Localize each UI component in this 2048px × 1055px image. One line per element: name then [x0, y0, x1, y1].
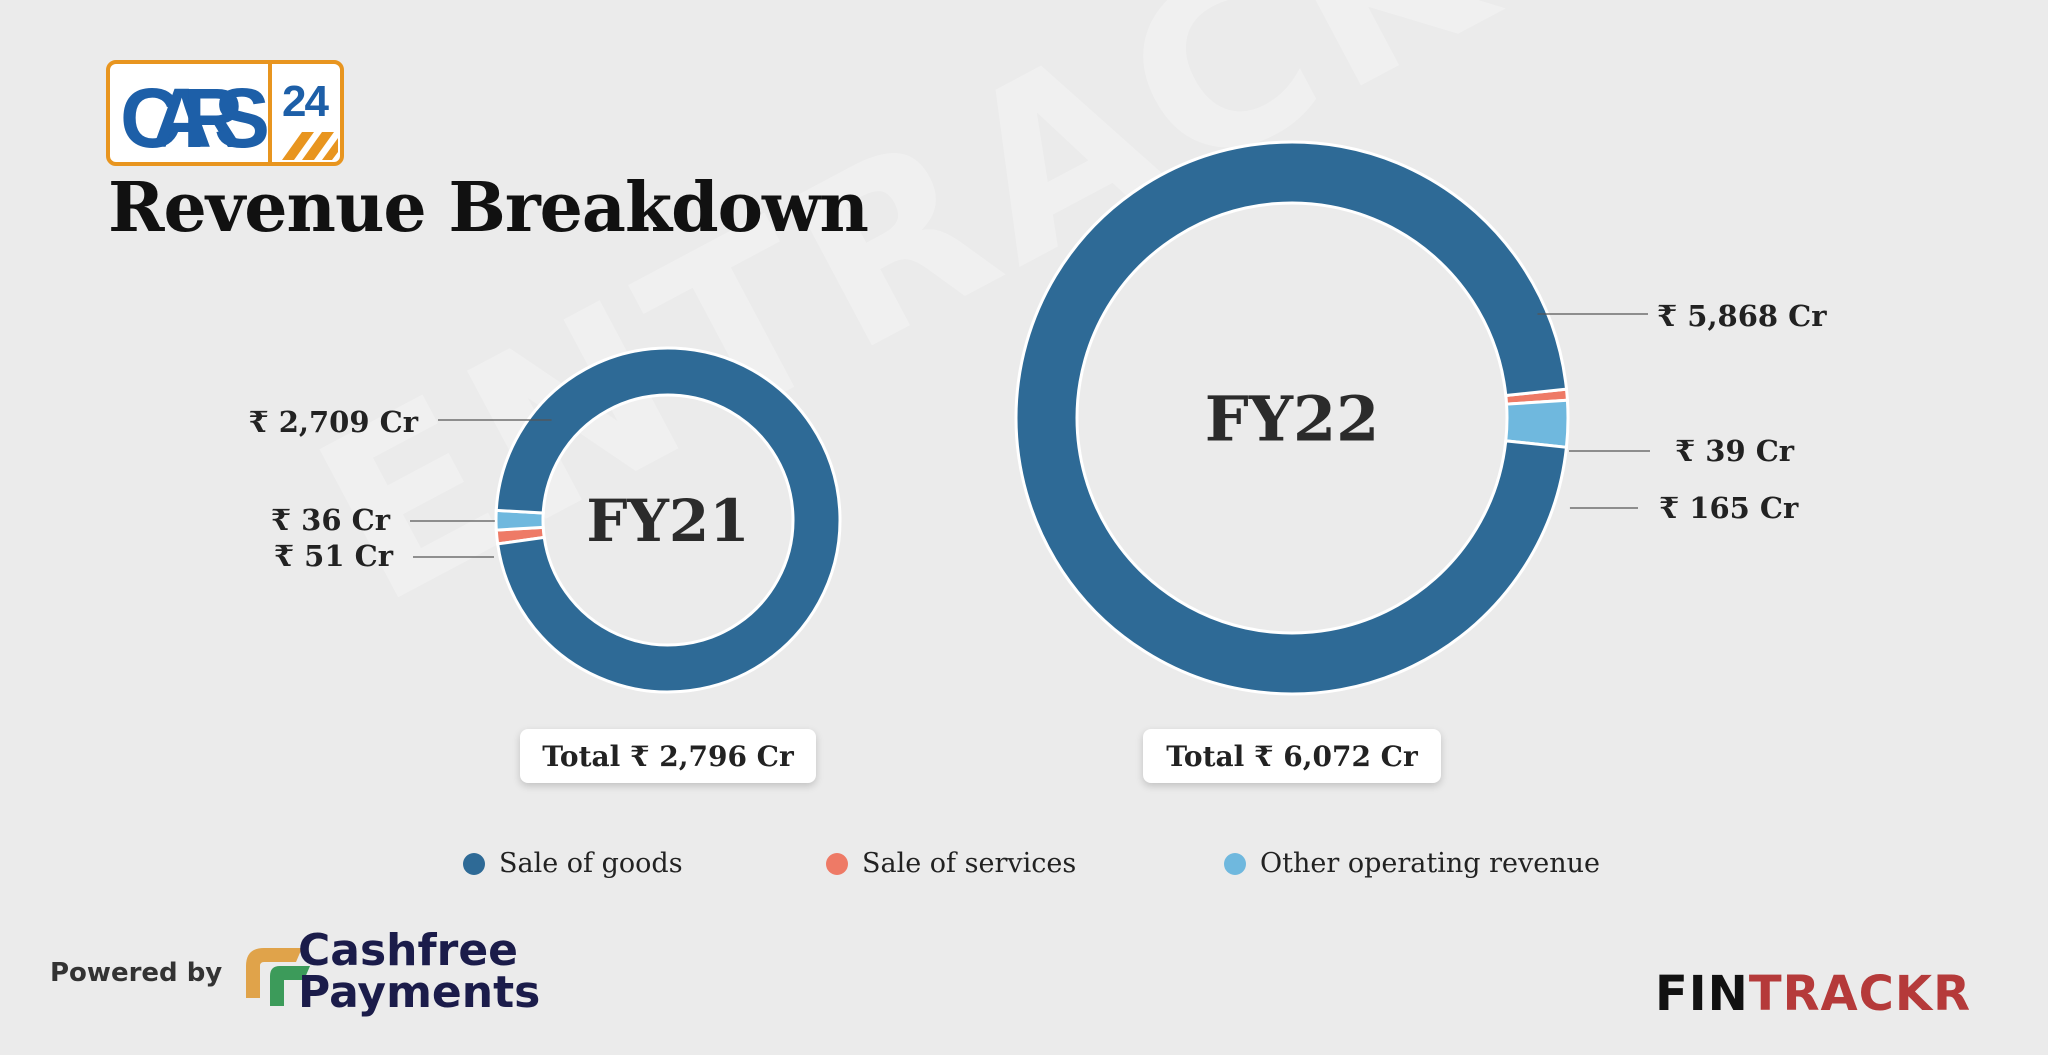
- donut-fy21-slice-sale-of-goods: [494, 346, 842, 694]
- legend-label-sale-of-goods: Sale of goods: [499, 848, 683, 879]
- legend-label-sale-of-services: Sale of services: [862, 848, 1077, 879]
- powered-by-label: Powered by: [50, 958, 223, 988]
- legend: Sale of goods Sale of services Other ope…: [0, 848, 2048, 888]
- legend-marker-other-operating-revenue: [1224, 852, 1246, 875]
- legend-marker-sale-of-goods: [463, 852, 485, 875]
- total-fy22: Total ₹ 6,072 Cr: [1143, 729, 1441, 783]
- donut-fy21-title: FY21: [586, 487, 749, 555]
- data-label-fy21-sale-of-services: ₹ 36 Cr: [271, 503, 391, 537]
- fintrackr-logo: FINTRACKR: [1655, 966, 1971, 1022]
- brand-part-1: FIN: [1655, 966, 1749, 1022]
- cashfree-logo-icon: [246, 948, 310, 1006]
- cashfree-payments-logo: Cashfree Payments: [298, 925, 541, 1018]
- data-label-fy22-sale-of-goods: ₹ 5,868 Cr: [1657, 299, 1827, 333]
- total-fy21: Total ₹ 2,796 Cr: [520, 729, 816, 783]
- legend-marker-sale-of-services: [826, 852, 848, 875]
- data-label-fy22-sale-of-services: ₹ 39 Cr: [1675, 434, 1795, 468]
- legend-item-sale-of-services: Sale of services: [826, 848, 1076, 879]
- donut-fy22-title: FY22: [1205, 382, 1380, 455]
- data-label-fy21-other-operating-revenue: ₹ 51 Cr: [274, 539, 394, 573]
- brand-part-2: TRACKR: [1748, 966, 1972, 1022]
- sponsor-line-1: Cashfree: [298, 925, 519, 976]
- legend-item-other-operating-revenue: Other operating revenue: [1224, 848, 1600, 879]
- svg-text:24: 24: [282, 77, 329, 126]
- svg-text:CARS: CARS: [120, 71, 267, 165]
- donut-fy22-slice-other-operating-revenue: [1504, 398, 1570, 449]
- sponsor-line-2: Payments: [298, 967, 541, 1018]
- data-label-fy22-other-operating-revenue: ₹ 165 Cr: [1659, 491, 1799, 525]
- donut-fy22-slice-sale-of-goods: [1014, 140, 1569, 696]
- cars24-logo: CARS 24: [106, 60, 344, 166]
- data-label-fy21-sale-of-goods: ₹ 2,709 Cr: [248, 405, 418, 439]
- legend-label-other-operating-revenue: Other operating revenue: [1260, 848, 1600, 879]
- chart-title: Revenue Breakdown: [108, 168, 869, 248]
- legend-item-sale-of-goods: Sale of goods: [463, 848, 683, 879]
